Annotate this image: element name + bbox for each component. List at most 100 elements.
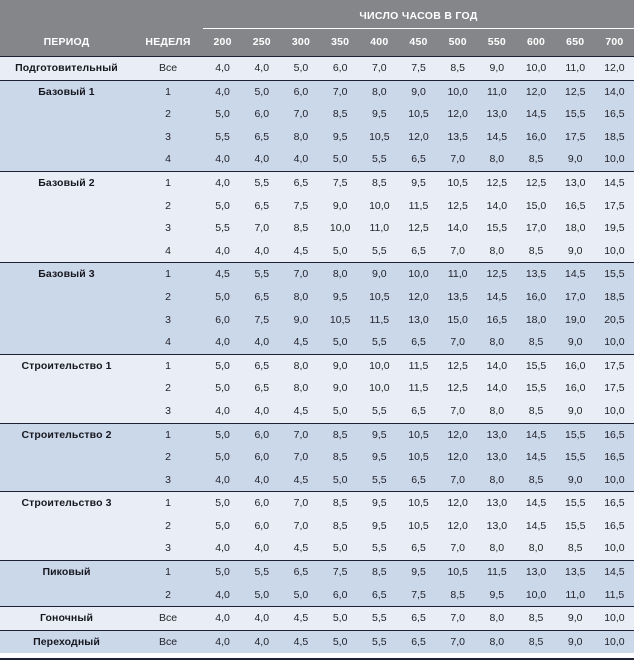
hours-value-cell: 9,0 [411,85,426,98]
hours-value-cell: 5,0 [215,497,230,510]
hours-value-cell: 6,0 [254,428,270,441]
hours-value-cell: 16,0 [525,290,547,303]
hours-value-cell: 10,5 [447,566,468,579]
week-cell: 4 [165,244,171,257]
hours-value-cell: 12,0 [447,451,468,464]
hours-value-cell: 7,0 [450,612,465,625]
period-cell: Базовый 3 [38,268,95,281]
period-cell: Гоночный [40,612,93,625]
week-cell: 1 [165,268,171,281]
week-cell: 3 [165,313,171,326]
hours-value-cell: 5,0 [293,62,309,74]
hours-value-cell: 8,0 [489,612,505,625]
hours-value-cell: 4,0 [215,612,230,625]
period-cell: Строительство 2 [21,428,112,441]
hours-column-header: 400 [370,36,389,48]
table-row: 2 5,0 6,0 7,0 8,5 9,5 10,5 12,0 13,0 14,5 15,5 16,5 [0,103,634,126]
hours-value-cell: 16,0 [565,382,586,395]
hours-value-cell: 10,0 [525,62,547,74]
hours-value-cell: 5,0 [293,588,309,601]
week-cell: 4 [165,336,171,349]
hours-value-cell: 11,5 [369,313,390,326]
period-group: Базовый 1 1 4,0 5,0 6,0 7,0 8,0 9,0 10,0 11,0 12,0… [0,79,634,171]
hours-value-cell: 10,0 [604,635,625,648]
hours-value-cell: 4,5 [293,473,309,486]
hours-value-cell: 9,5 [372,519,387,532]
week-cell: 1 [165,566,171,579]
hours-value-cell: 10,5 [369,290,390,303]
hours-value-cell: 8,0 [489,404,505,417]
hours-value-cell: 8,0 [293,290,309,303]
hours-value-cell: 10,0 [369,199,390,212]
hours-value-cell: 14,5 [525,108,547,121]
hours-value-cell: 13,5 [447,130,468,143]
period-cell: Строительство 3 [21,497,112,510]
hours-value-cell: 14,5 [565,268,586,281]
hours-value-cell: 9,5 [489,588,505,601]
hours-value-cell: 10,0 [604,336,625,349]
hours-value-cell: 4,0 [215,62,230,74]
hours-value-cell: 12,0 [447,108,468,121]
hours-value-cell: 6,0 [332,62,348,74]
hours-value-cell: 5,0 [215,199,230,212]
hours-value-cell: 5,0 [215,359,230,372]
hours-value-cell: 10,0 [604,612,625,625]
hours-value-cell: 8,5 [528,404,544,417]
period-cell: Переходный [33,635,100,648]
table-row: Переходный Все 4,0 4,0 4,5 5,0 5,5 6,5 7,0 8,0 8,5… [0,631,634,654]
hours-value-cell: 5,0 [215,519,230,532]
hours-value-cell: 13,0 [525,566,547,579]
week-column-header: НЕДЕЛЯ [145,36,191,48]
hours-value-cell: 9,0 [372,268,387,281]
hours-value-cell: 8,5 [372,566,387,579]
hours-value-cell: 14,5 [604,176,625,189]
hours-value-cell: 17,5 [565,130,586,143]
week-cell: Все [158,62,178,74]
hours-value-cell: 6,0 [254,108,270,121]
hours-value-cell: 12,5 [408,222,429,235]
hours-value-cell: 10,5 [408,451,429,464]
hours-value-cell: 16,5 [604,519,625,532]
hours-value-cell: 14,5 [486,290,508,303]
hours-value-cell: 17,0 [565,290,586,303]
hours-value-cell: 6,5 [411,612,426,625]
hours-value-cell: 9,5 [411,566,426,579]
hours-value-cell: 10,5 [408,428,429,441]
hours-value-cell: 11,5 [408,199,429,212]
hours-value-cell: 5,0 [215,451,230,464]
hours-value-cell: 7,0 [450,244,465,257]
hours-value-cell: 10,0 [604,473,625,486]
table-row: Гоночный Все 4,0 4,0 4,5 5,0 5,5 6,5 7,0 8,0 8,5 9,… [0,607,634,630]
hours-value-cell: 10,0 [369,359,390,372]
hours-column-header: 250 [252,36,271,48]
hours-value-cell: 4,0 [254,404,270,417]
period-group: Базовый 3 1 4,5 5,5 7,0 8,0 9,0 10,0 11,0 12,5 13,… [0,262,634,354]
hours-value-cell: 4,0 [254,244,270,257]
hours-value-cell: 9,0 [567,336,583,349]
hours-value-cell: 12,5 [447,382,468,395]
hours-column-header: 200 [213,36,232,48]
hours-column-header: 500 [448,36,467,48]
hours-value-cell: 12,0 [447,519,468,532]
hours-value-cell: 4,0 [254,153,270,166]
table-row: Пиковый 1 5,0 5,5 6,5 7,5 8,5 9,5 10,5 11,5 13,0 13… [0,561,634,584]
hours-value-cell: 7,0 [254,222,270,235]
hours-column-header: 300 [291,36,310,48]
hours-value-cell: 10,0 [369,382,390,395]
hours-value-cell: 12,0 [408,290,429,303]
hours-value-cell: 12,0 [604,62,625,74]
hours-value-cell: 15,5 [565,428,586,441]
hours-value-cell: 12,5 [486,176,508,189]
hours-value-cell: 14,0 [604,85,625,98]
hours-value-cell: 18,0 [525,313,547,326]
hours-value-cell: 5,0 [215,382,230,395]
hours-column-header: 700 [605,36,624,48]
hours-value-cell: 6,0 [293,85,309,98]
hours-value-cell: 6,5 [411,153,426,166]
hours-value-cell: 10,5 [447,176,468,189]
hours-value-cell: 8,5 [332,108,348,121]
hours-value-cell: 16,5 [604,451,625,464]
hours-value-cell: 8,5 [528,635,544,648]
hours-value-cell: 9,0 [332,382,348,395]
hours-value-cell: 18,0 [565,222,586,235]
